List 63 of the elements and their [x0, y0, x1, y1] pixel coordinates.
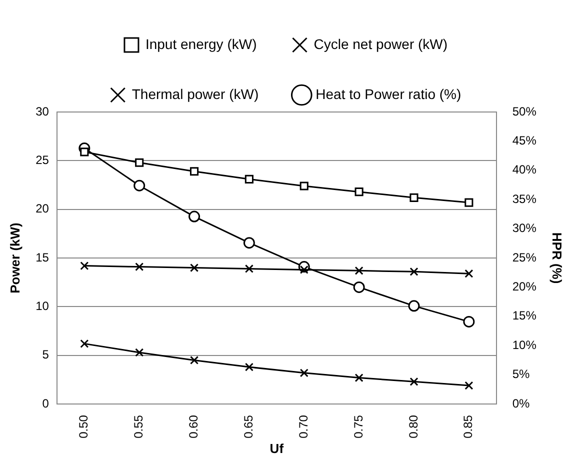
y-tick-label: 10	[36, 299, 50, 314]
point	[300, 182, 308, 190]
point	[410, 193, 418, 202]
point	[135, 262, 144, 272]
point	[410, 267, 418, 276]
point	[80, 339, 89, 348]
point	[244, 264, 254, 274]
point	[190, 356, 199, 365]
y2-tick-label: 5%	[512, 367, 530, 382]
point	[300, 368, 308, 378]
x-tick-label: 0.70	[296, 414, 310, 438]
legend-label: Thermal power (kW)	[132, 86, 259, 102]
point	[135, 158, 144, 167]
y-axis-title: Power (kW)	[7, 222, 22, 294]
y2-tick-label: 45%	[512, 134, 537, 148]
point	[135, 348, 144, 357]
y2-tick-label: 10%	[512, 338, 537, 352]
point	[354, 188, 364, 196]
y2-axis-title: HPR (%)	[550, 232, 565, 284]
y2-tick-label: 0%	[512, 396, 530, 410]
point	[190, 167, 199, 176]
x-tick-label: 0.80	[406, 414, 420, 438]
y-tick-label: 5	[42, 348, 50, 362]
point	[408, 300, 420, 312]
point	[464, 269, 474, 278]
y2-tick-label: 30%	[512, 221, 537, 236]
y-tick-label: 20	[36, 202, 50, 216]
y2-tick-label: 15%	[512, 308, 537, 323]
point	[353, 281, 365, 293]
x-axis-title: Uf	[270, 440, 284, 456]
point	[243, 237, 255, 249]
x-tick-label: 0.55	[132, 414, 146, 438]
y2-tick-label: 35%	[512, 192, 537, 206]
y-tick-label: 25	[36, 152, 50, 167]
point	[190, 263, 199, 272]
point	[80, 262, 89, 270]
y-tick-label: 0	[42, 396, 50, 410]
point	[464, 198, 474, 207]
point	[300, 265, 308, 274]
point	[244, 174, 254, 184]
point	[354, 373, 364, 382]
point	[464, 381, 474, 390]
y-tick-label: 30	[36, 104, 50, 118]
point	[463, 316, 475, 328]
legend-label: Heat to Power ratio (%)	[316, 86, 462, 102]
legend-label: Input energy (kW)	[145, 36, 257, 52]
legend-label: Cycle net power (kW)	[314, 36, 448, 52]
point	[244, 362, 254, 372]
x-tick-label: 0.60	[186, 414, 201, 438]
x-tick-label: 0.50	[76, 414, 91, 438]
x-tick-label: 0.75	[351, 414, 366, 438]
point	[188, 210, 200, 222]
x-tick-label: 0.85	[461, 414, 476, 438]
point	[410, 377, 418, 386]
y2-tick-label: 40%	[512, 162, 537, 177]
point	[134, 180, 146, 192]
y2-tick-label: 20%	[512, 280, 537, 294]
y2-tick-label: 25%	[512, 250, 537, 264]
point	[80, 148, 89, 156]
point	[354, 266, 364, 275]
x-tick-label: 0.65	[242, 414, 256, 438]
y2-tick-label: 50%	[512, 104, 537, 118]
y-tick-label: 15	[36, 250, 50, 264]
